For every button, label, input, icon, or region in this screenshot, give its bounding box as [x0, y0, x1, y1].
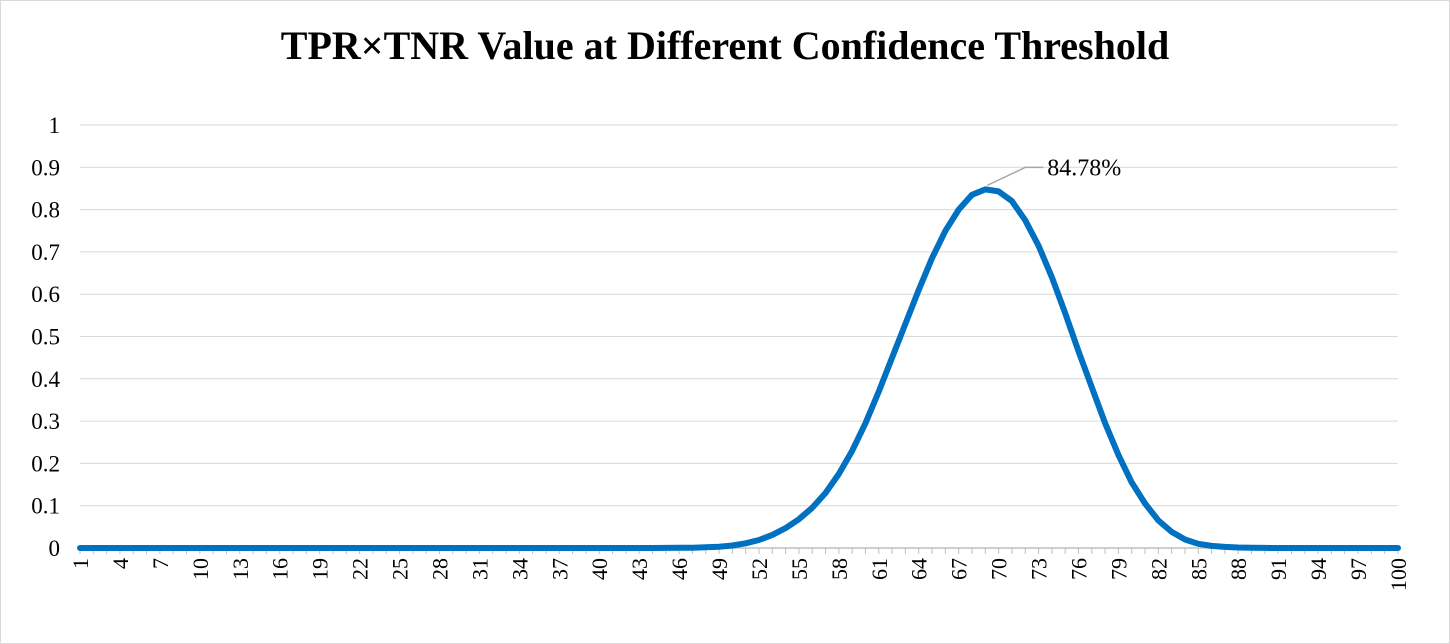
x-tick-label: 37 [547, 558, 572, 580]
x-tick-label: 31 [467, 558, 492, 580]
x-tick-label: 52 [747, 558, 772, 580]
y-tick-label: 0.6 [31, 282, 60, 307]
x-tick-label: 1 [68, 558, 93, 569]
y-tick-label: 0 [49, 536, 61, 561]
x-tick-label: 40 [587, 558, 612, 580]
x-tick-label: 82 [1146, 558, 1171, 580]
y-tick-label: 0.5 [31, 325, 60, 350]
x-tick-label: 79 [1106, 558, 1131, 580]
x-tick-label: 55 [787, 558, 812, 580]
y-tick-label: 0.8 [31, 198, 60, 223]
y-tick-label: 0.7 [31, 240, 60, 265]
x-tick-label: 19 [308, 558, 333, 580]
x-tick-label: 70 [987, 558, 1012, 580]
x-tick-label: 49 [707, 558, 732, 580]
x-tick-label: 7 [148, 558, 173, 569]
y-tick-label: 0.3 [31, 409, 60, 434]
x-tick-label: 100 [1386, 558, 1411, 591]
x-tick-label: 25 [388, 558, 413, 580]
x-tick-label: 94 [1306, 558, 1331, 580]
x-tick-label: 76 [1066, 558, 1091, 580]
series-line [77, 186, 1401, 551]
leader-line [986, 166, 1044, 187]
x-tick-label: 73 [1027, 558, 1052, 580]
y-tick-label: 0.9 [31, 155, 60, 180]
y-tick-label: 0.1 [31, 494, 60, 519]
x-tick-label: 85 [1186, 558, 1211, 580]
x-tick-label: 67 [947, 558, 972, 580]
x-tick-label: 28 [427, 558, 452, 580]
y-tick-label: 0.4 [31, 367, 60, 392]
series-group [77, 186, 1401, 551]
chart-title: TPR×TNR Value at Different Confidence Th… [280, 23, 1170, 68]
y-tick-label: 0.2 [31, 451, 60, 476]
x-tick-label: 58 [827, 558, 852, 580]
x-tick-label: 46 [667, 558, 692, 580]
peak-data-label: 84.78% [1047, 155, 1121, 181]
x-tick-label: 34 [507, 558, 532, 580]
x-tick-label: 88 [1226, 558, 1251, 580]
x-tick-label: 97 [1346, 558, 1371, 580]
x-tick-label: 43 [627, 558, 652, 580]
x-tick-label: 22 [348, 558, 373, 580]
x-tick-label: 91 [1266, 558, 1291, 580]
x-tick-label: 13 [228, 558, 253, 580]
x-tick-label: 61 [867, 558, 892, 580]
x-tick-label: 16 [268, 558, 293, 580]
y-axis-ticks: 0 0.1 0.2 0.3 0.4 0.5 0.6 0.7 0.8 0.9 1 [31, 113, 60, 561]
x-tick-label: 4 [108, 558, 133, 569]
x-tick-label: 10 [188, 558, 213, 580]
x-axis-ticks: 1 4 7 10 13 16 19 22 25 28 31 34 37 40 43 46 49 52 55 58 61 6… [68, 558, 1411, 591]
gridlines [80, 124, 1398, 507]
data-label-group: 84.78% [986, 155, 1121, 187]
y-tick-label: 1 [49, 113, 61, 138]
x-tick-label: 64 [907, 558, 932, 580]
